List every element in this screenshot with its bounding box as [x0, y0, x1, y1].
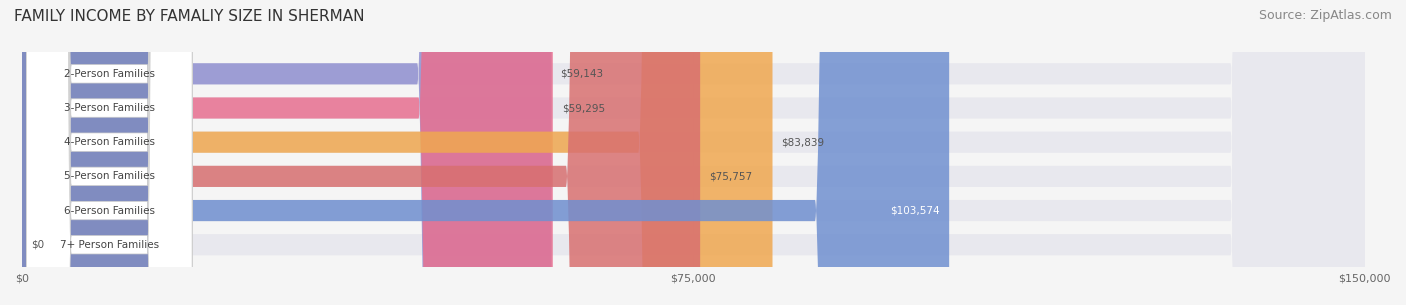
- Text: $0: $0: [31, 240, 44, 250]
- Text: $75,757: $75,757: [709, 171, 752, 181]
- Text: $59,295: $59,295: [562, 103, 605, 113]
- Text: $103,574: $103,574: [890, 206, 941, 216]
- FancyBboxPatch shape: [22, 0, 1365, 305]
- Text: Source: ZipAtlas.com: Source: ZipAtlas.com: [1258, 9, 1392, 22]
- FancyBboxPatch shape: [22, 0, 1365, 305]
- Text: FAMILY INCOME BY FAMALIY SIZE IN SHERMAN: FAMILY INCOME BY FAMALIY SIZE IN SHERMAN: [14, 9, 364, 24]
- FancyBboxPatch shape: [27, 0, 193, 305]
- FancyBboxPatch shape: [27, 0, 193, 305]
- FancyBboxPatch shape: [27, 0, 193, 305]
- FancyBboxPatch shape: [27, 0, 193, 305]
- FancyBboxPatch shape: [22, 0, 1365, 305]
- FancyBboxPatch shape: [22, 0, 772, 305]
- FancyBboxPatch shape: [22, 0, 700, 305]
- Text: 3-Person Families: 3-Person Families: [63, 103, 155, 113]
- FancyBboxPatch shape: [22, 0, 1365, 305]
- Text: 5-Person Families: 5-Person Families: [63, 171, 155, 181]
- Text: 7+ Person Families: 7+ Person Families: [59, 240, 159, 250]
- FancyBboxPatch shape: [27, 0, 193, 305]
- FancyBboxPatch shape: [22, 0, 949, 305]
- Text: $83,839: $83,839: [782, 137, 824, 147]
- FancyBboxPatch shape: [22, 0, 553, 305]
- Text: 4-Person Families: 4-Person Families: [63, 137, 155, 147]
- FancyBboxPatch shape: [22, 0, 1365, 305]
- Text: $59,143: $59,143: [561, 69, 603, 79]
- Text: 2-Person Families: 2-Person Families: [63, 69, 155, 79]
- FancyBboxPatch shape: [22, 0, 551, 305]
- FancyBboxPatch shape: [27, 0, 193, 305]
- Text: 6-Person Families: 6-Person Families: [63, 206, 155, 216]
- FancyBboxPatch shape: [22, 0, 1365, 305]
